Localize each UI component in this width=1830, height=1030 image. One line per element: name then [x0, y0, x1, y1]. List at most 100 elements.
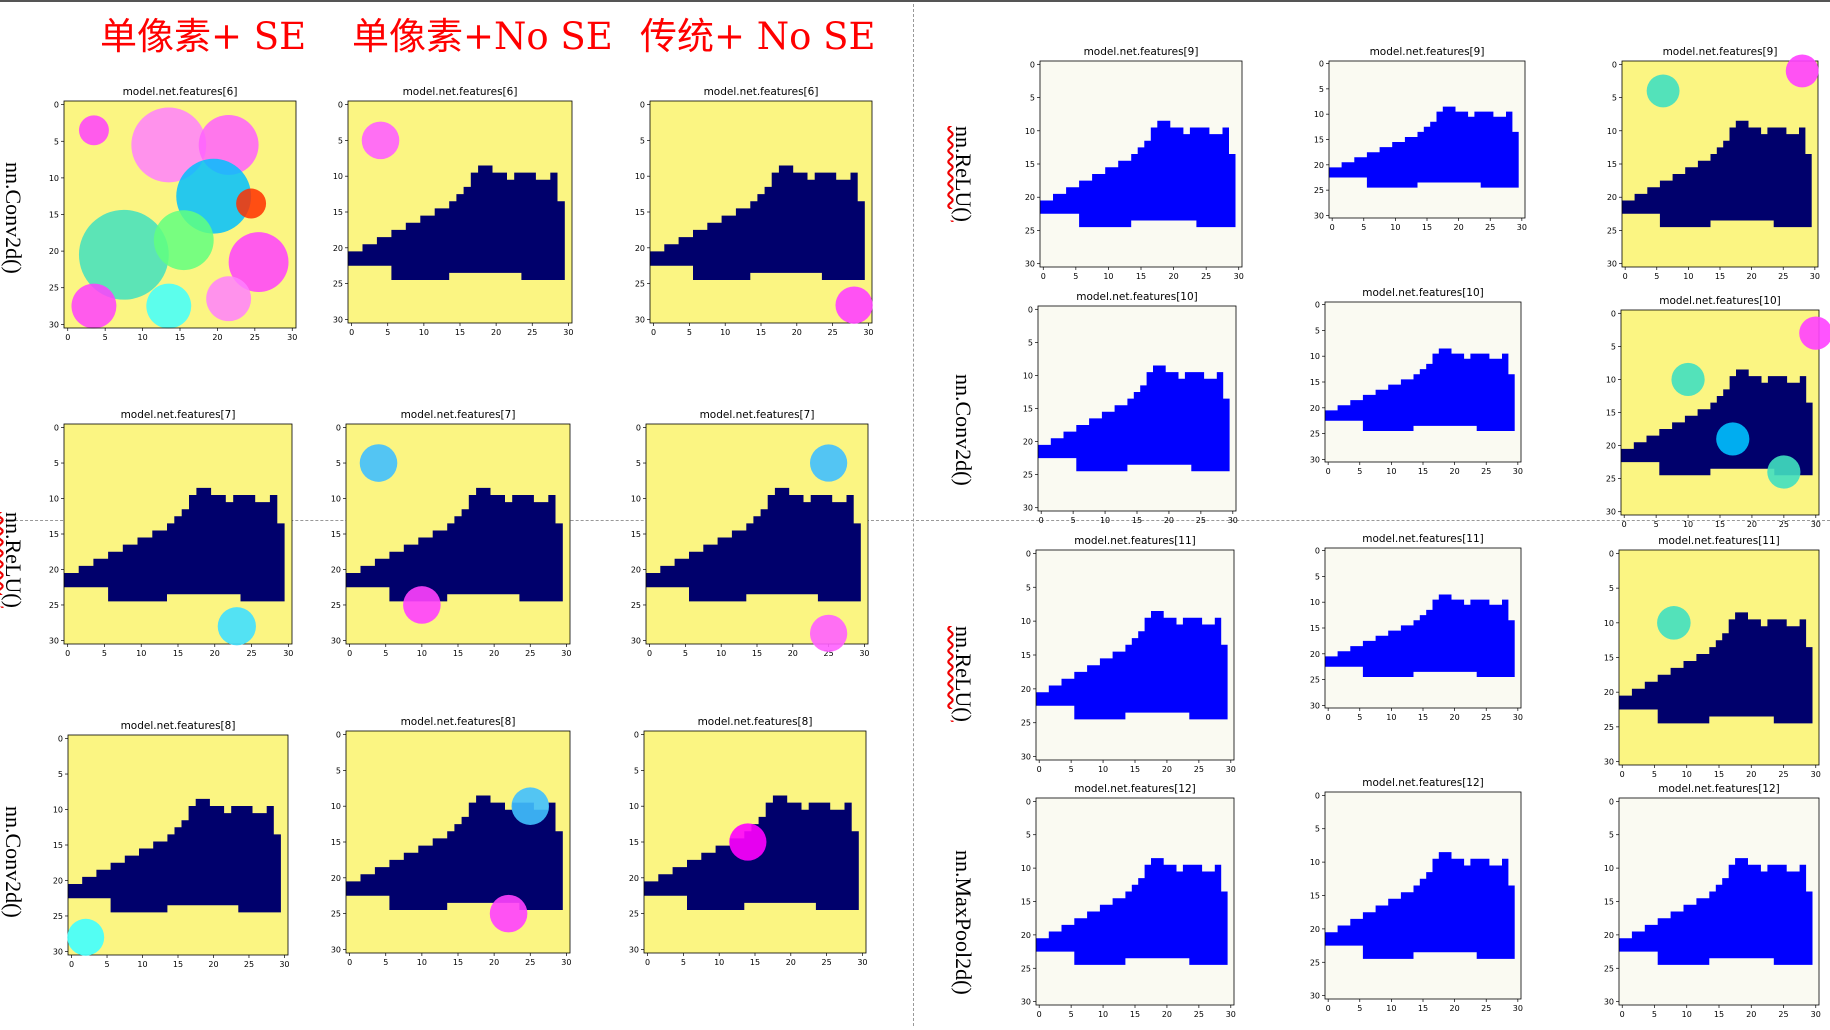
x-tick-label: 20 [1747, 272, 1757, 281]
y-tick-label: 5 [336, 766, 341, 775]
x-tick-label: 5 [1654, 272, 1659, 281]
y-tick-label: 20 [1604, 931, 1614, 940]
x-tick-label: 15 [752, 649, 762, 658]
x-tick-label: 0 [65, 649, 70, 658]
x-tick-label: 0 [1620, 770, 1625, 779]
x-tick-label: 5 [1361, 223, 1366, 232]
x-tick-label: 20 [1454, 223, 1464, 232]
feature-map-panel: model.net.features[8] 0 5 10 15 20 25 30 0 5 10 15 2… [53, 720, 290, 969]
x-tick-label: 20 [212, 333, 222, 342]
x-tick-label: 30 [561, 958, 571, 967]
panel-title: model.net.features[7] [401, 409, 516, 421]
x-tick-label: 10 [716, 649, 726, 658]
y-tick-label: 10 [1607, 127, 1617, 136]
y-tick-label: 30 [1606, 508, 1616, 517]
panel-title: model.net.features[9] [1084, 46, 1199, 58]
y-tick-label: 15 [629, 838, 639, 847]
y-tick-label: 30 [631, 636, 641, 645]
x-tick-label: 0 [69, 960, 74, 969]
y-tick-label: 25 [1606, 475, 1616, 484]
y-tick-label: 25 [53, 912, 63, 921]
x-tick-label: 15 [1715, 272, 1725, 281]
y-tick-label: 30 [1310, 701, 1320, 710]
x-tick-label: 0 [1326, 713, 1331, 722]
y-tick-label: 0 [1609, 549, 1614, 558]
x-tick-label: 0 [645, 958, 650, 967]
y-tick-label: 20 [53, 876, 63, 885]
y-tick-label: 25 [1023, 471, 1033, 480]
x-tick-label: 5 [1071, 516, 1076, 525]
y-tick-label: 5 [1028, 338, 1033, 347]
y-tick-label: 0 [1030, 60, 1035, 69]
panel-title: model.net.features[8] [698, 716, 813, 728]
x-tick-label: 5 [1357, 467, 1362, 476]
y-tick-label: 10 [331, 802, 341, 811]
x-tick-label: 25 [1481, 713, 1491, 722]
x-tick-label: 0 [1623, 272, 1628, 281]
y-tick-label: 15 [1310, 624, 1320, 633]
activation-blob [228, 232, 289, 293]
y-tick-label: 10 [1310, 598, 1320, 607]
y-tick-label: 10 [1025, 127, 1035, 136]
x-tick-label: 20 [1162, 765, 1172, 774]
y-tick-label: 25 [1310, 676, 1320, 685]
x-tick-label: 20 [1168, 272, 1178, 281]
shoe-shape [1619, 612, 1813, 724]
y-tick-label: 25 [1310, 430, 1320, 439]
feature-map-panel: model.net.features[7] 0 5 10 15 20 25 30 0 5 10 15 2… [331, 409, 572, 658]
column-header-2: 单像素+No SE [352, 15, 613, 58]
y-tick-label: 15 [1310, 892, 1320, 901]
x-tick-label: 15 [750, 958, 760, 967]
feature-map-panel: model.net.features[9] 0 5 10 15 20 25 30 0 5 10 15 2… [1314, 46, 1527, 232]
y-tick-label: 20 [333, 244, 343, 253]
x-tick-label: 20 [1162, 1010, 1172, 1019]
x-tick-label: 25 [525, 958, 535, 967]
feature-map-panel: model.net.features[11] 0 5 10 15 20 25 30 0 5 10 15… [1310, 533, 1523, 722]
x-tick-label: 10 [1386, 713, 1396, 722]
x-tick-label: 25 [1778, 272, 1788, 281]
y-tick-label: 0 [336, 731, 341, 740]
activation-spot [361, 121, 400, 160]
y-tick-label: 25 [1604, 964, 1614, 973]
y-tick-label: 15 [49, 211, 59, 220]
shoe-shape [68, 798, 281, 913]
vertical-divider [913, 4, 914, 1026]
column-header-3: 传统+ No SE [640, 15, 876, 58]
x-tick-label: 30 [279, 960, 289, 969]
activation-spot [729, 823, 767, 861]
y-tick-label: 30 [331, 636, 341, 645]
y-tick-label: 0 [634, 731, 639, 740]
x-tick-label: 15 [1714, 770, 1724, 779]
activation-spot [403, 586, 441, 624]
x-tick-label: 10 [137, 333, 147, 342]
y-tick-label: 20 [1314, 161, 1324, 170]
y-tick-label: 15 [49, 530, 59, 539]
x-tick-label: 25 [1485, 223, 1495, 232]
x-tick-label: 15 [455, 328, 465, 337]
x-tick-label: 15 [1130, 765, 1140, 774]
y-tick-label: 5 [1612, 94, 1617, 103]
feature-map-panel: model.net.features[7] 0 5 10 15 20 25 30 0 5 10 15 2… [49, 409, 294, 658]
x-tick-label: 5 [102, 649, 107, 658]
shoe-shape [650, 165, 865, 280]
y-tick-label: 5 [1611, 342, 1616, 351]
x-tick-label: 30 [1513, 713, 1523, 722]
y-tick-label: 20 [1607, 193, 1617, 202]
panel-title: model.net.features[12] [1658, 783, 1780, 795]
y-tick-label: 0 [338, 101, 343, 110]
x-tick-label: 20 [1746, 1010, 1756, 1019]
x-tick-label: 20 [1164, 516, 1174, 525]
x-tick-label: 0 [1330, 223, 1335, 232]
x-tick-label: 0 [1622, 520, 1627, 529]
shoe-shape [1325, 594, 1515, 677]
x-tick-label: 10 [1386, 467, 1396, 476]
shoe-shape [646, 487, 861, 602]
x-tick-label: 5 [1069, 765, 1074, 774]
shoe-shape [346, 487, 563, 602]
shoe-shape [1036, 858, 1228, 965]
y-tick-label: 10 [333, 172, 343, 181]
panel-title: model.net.features[9] [1370, 46, 1485, 58]
y-tick-label: 5 [1026, 583, 1031, 592]
x-tick-label: 20 [1450, 467, 1460, 476]
